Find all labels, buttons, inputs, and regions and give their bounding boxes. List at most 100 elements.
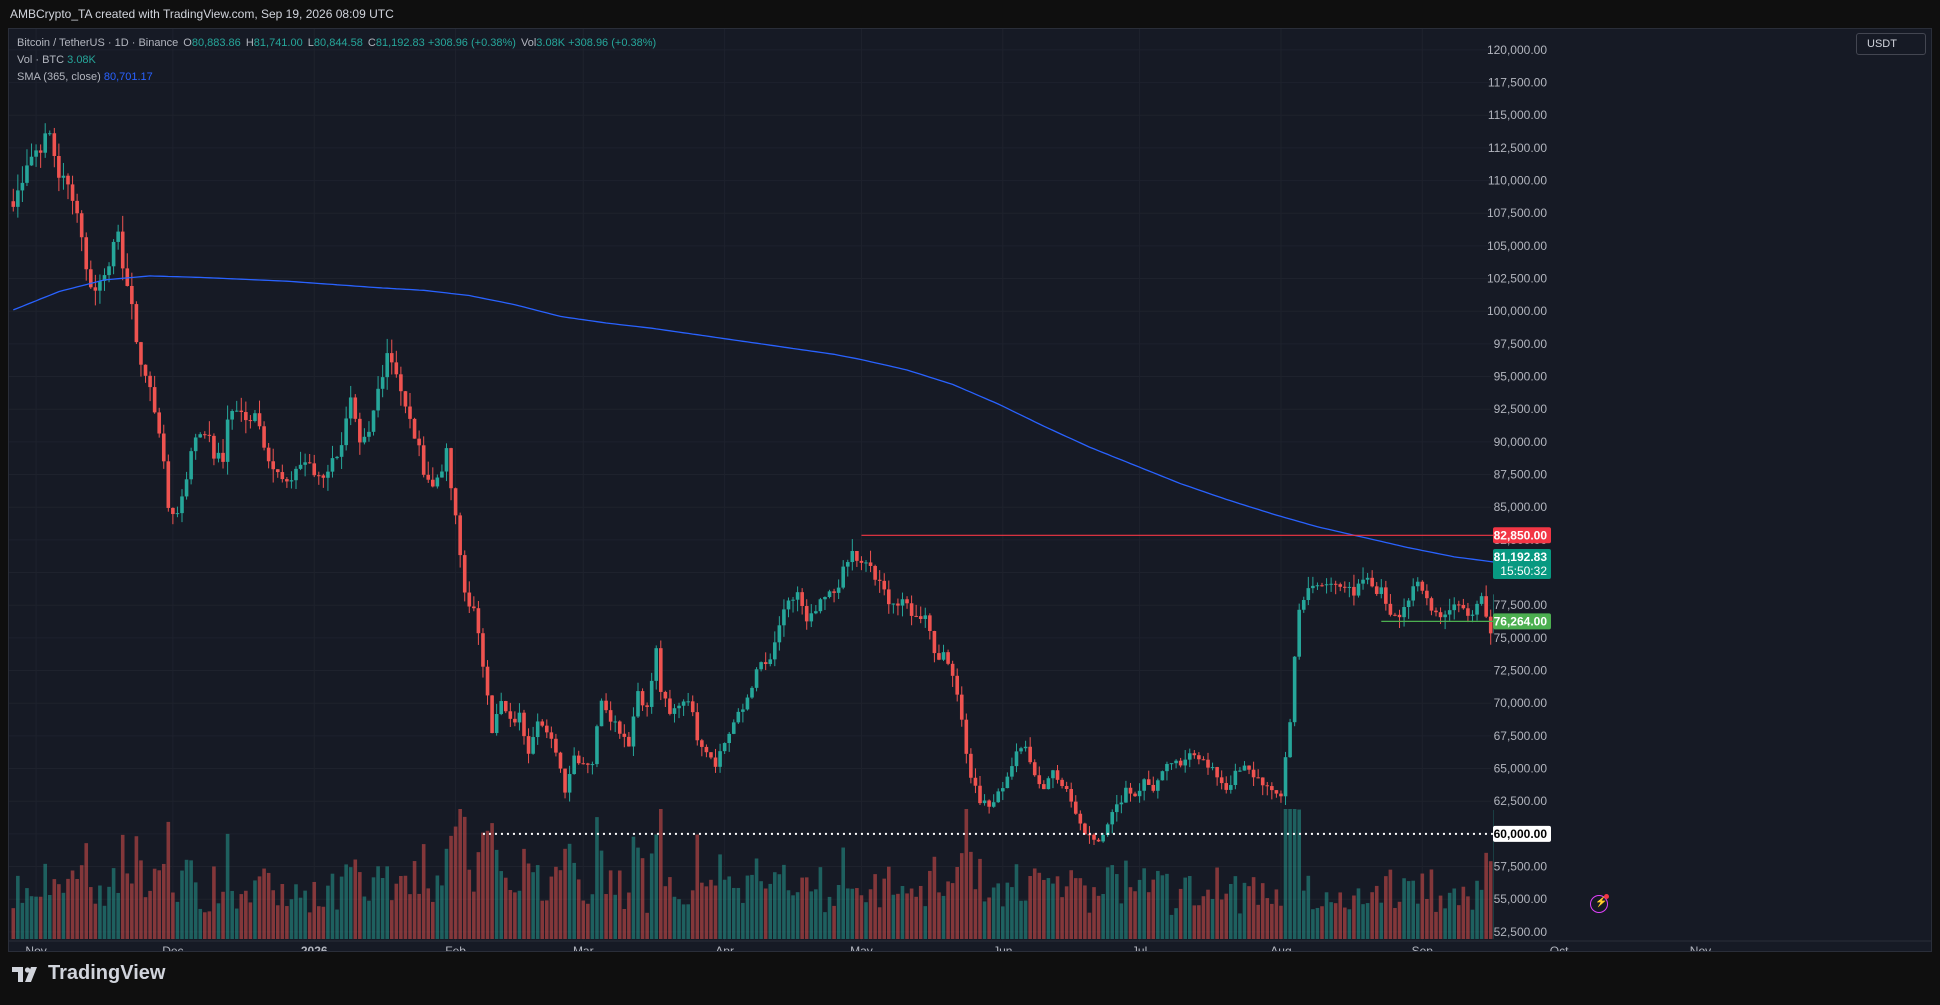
volume-bar: [312, 881, 317, 939]
volume-bar: [376, 866, 380, 939]
alert-flash-icon[interactable]: ⚡: [1590, 894, 1609, 913]
volume-bar: [1247, 886, 1251, 939]
candle-body: [1133, 793, 1137, 797]
candle-body: [348, 397, 353, 419]
sma-row[interactable]: SMA (365, close) 80,701.17: [17, 69, 656, 86]
candle-body: [672, 708, 677, 714]
volume-bar: [1324, 892, 1329, 939]
candle-body: [458, 515, 462, 556]
candle-body: [526, 736, 531, 754]
volume-bar: [298, 897, 303, 939]
volume-bar: [526, 863, 531, 939]
candle-body: [1160, 771, 1165, 781]
candle-body: [1019, 748, 1023, 752]
candle-body: [1306, 588, 1311, 601]
volume-bar: [540, 900, 545, 939]
volume-bar: [941, 895, 946, 939]
volume-bar: [1406, 881, 1411, 939]
price-axis-panel: [1494, 29, 1931, 951]
candle-body: [1174, 760, 1178, 764]
volume-bar: [79, 865, 84, 939]
volume-row[interactable]: Vol · BTC 3.08K: [17, 52, 656, 69]
candle-body: [1434, 610, 1438, 613]
chart-legend: Bitcoin / TetherUS · 1D · Binance O80,88…: [17, 35, 656, 86]
volume-bar: [1288, 809, 1292, 939]
candle-body: [321, 475, 326, 478]
volume-bar: [1420, 873, 1425, 939]
candle-body: [982, 800, 987, 804]
candle-body: [89, 269, 93, 288]
volume-bar: [38, 896, 43, 939]
volume-bar: [75, 878, 79, 939]
candle-body: [795, 592, 800, 600]
volume-bar: [152, 868, 157, 939]
volume-bar: [289, 899, 294, 939]
volume-bar: [1215, 867, 1219, 939]
price-tick-label: 105,000.00: [1487, 239, 1547, 253]
volume-indicator-label[interactable]: Vol · BTC: [17, 54, 65, 66]
candle-body: [289, 480, 294, 482]
volume-bar: [1124, 860, 1128, 939]
candle-body: [1374, 586, 1379, 594]
volume-bar: [485, 830, 490, 939]
volume-bar: [353, 859, 358, 939]
volume-bar: [991, 887, 996, 939]
tradingview-logo[interactable]: TradingView: [12, 962, 165, 985]
volume-bar: [996, 883, 1001, 939]
candle-body: [946, 652, 950, 664]
candle-body: [148, 375, 152, 388]
candle-body: [1165, 763, 1169, 772]
time-tick-label: Jul: [1132, 944, 1147, 951]
volume-bar: [1256, 904, 1260, 939]
open-label: O: [183, 37, 192, 49]
candle-body: [271, 461, 275, 470]
candle-body: [818, 599, 823, 612]
volume-bar: [850, 888, 855, 939]
symbol-row[interactable]: Bitcoin / TetherUS · 1D · Binance O80,88…: [17, 35, 656, 52]
candle-body: [1279, 793, 1283, 797]
candle-body: [20, 182, 25, 191]
countdown-text: 15:50:32: [1500, 564, 1547, 578]
candle-body: [248, 420, 253, 422]
volume-bar: [1060, 897, 1064, 939]
volume-bar: [1183, 877, 1187, 939]
candle-body: [1051, 770, 1055, 779]
price-tick-label: 110,000.00: [1488, 174, 1547, 188]
candle-body: [298, 464, 303, 469]
volume-bar: [1402, 878, 1406, 939]
candle-body: [1438, 612, 1443, 618]
volume-bar: [841, 847, 845, 939]
volume-bar: [918, 885, 923, 939]
volume-bar: [1010, 887, 1014, 939]
candle-body: [408, 406, 412, 419]
volume-bar: [330, 873, 335, 939]
candle-body: [225, 419, 230, 462]
volume-bar: [70, 870, 75, 939]
sma-365-line: [13, 275, 1505, 565]
volume-bar: [1292, 809, 1297, 939]
volume-bar: [1306, 875, 1311, 939]
volume-bar: [1274, 889, 1279, 939]
volume-bar: [1388, 869, 1393, 939]
candle-body: [1475, 603, 1479, 615]
currency-selector[interactable]: USDT: [1856, 33, 1926, 55]
candle-body: [239, 410, 244, 413]
volume-bar: [244, 890, 248, 939]
volume-bar: [481, 832, 485, 939]
candle-body: [549, 732, 554, 739]
chart-frame[interactable]: 52,500.00 55,000.00 57,500.00 60,000.00 62,5…: [8, 28, 1932, 952]
candle-body: [421, 445, 426, 475]
volume-bar: [745, 875, 750, 939]
volume-bar: [873, 874, 877, 939]
candle-body: [70, 184, 75, 201]
price-chart[interactable]: 52,500.00 55,000.00 57,500.00 60,000.00 62,5…: [9, 29, 1931, 951]
volume-bar: [43, 863, 47, 939]
volume-bar: [89, 887, 93, 939]
candle-body: [1270, 786, 1274, 791]
candle-body: [1251, 769, 1256, 778]
candle-body: [932, 631, 937, 654]
resistance-price-tag-bg: [1493, 527, 1551, 544]
candle-body: [517, 712, 522, 723]
sma-indicator-label[interactable]: SMA (365, close): [17, 71, 101, 83]
symbol-title[interactable]: Bitcoin / TetherUS · 1D · Binance: [17, 37, 179, 49]
